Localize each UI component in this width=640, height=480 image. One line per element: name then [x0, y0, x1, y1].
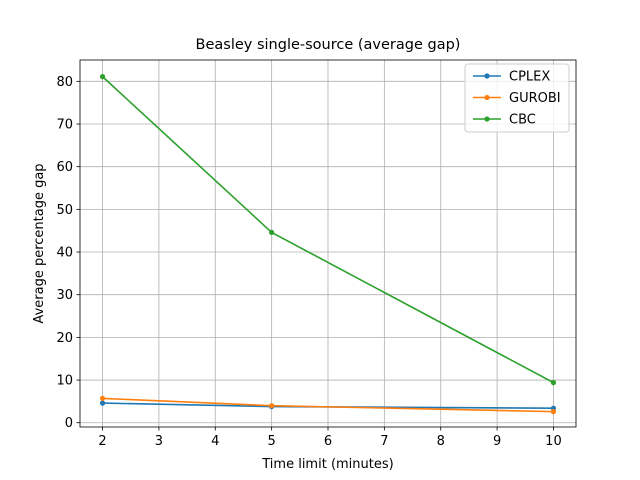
y-axis-label: Average percentage gap — [32, 163, 47, 323]
x-tick-label: 3 — [155, 434, 163, 449]
data-point — [269, 403, 275, 409]
y-tick-label: 70 — [56, 118, 73, 133]
data-point — [99, 395, 106, 402]
legend-box — [464, 63, 570, 133]
y-tick-label: 50 — [56, 203, 73, 218]
series-gurobi — [99, 395, 557, 415]
legend-marker — [484, 116, 490, 122]
legend: CPLEX GUROBI CBC — [464, 63, 570, 133]
y-tick-label: 10 — [56, 374, 73, 389]
x-tick-label: 4 — [211, 434, 219, 449]
legend-label: GUROBI — [509, 91, 561, 106]
y-tick-label: 60 — [56, 160, 73, 175]
data-point — [99, 74, 106, 80]
data-point — [550, 380, 557, 386]
x-tick-label: 7 — [380, 434, 388, 449]
series-group — [99, 74, 557, 415]
legend-marker — [484, 94, 490, 101]
legend-label: CBC — [509, 113, 536, 128]
ticks: 2 3 4 5 6 7 8 9 10 0 10 20 30 40 50 60 70 80 — [56, 75, 561, 449]
chart-title: Beasley single-source (average gap) — [196, 37, 461, 53]
x-tick-label: 5 — [267, 434, 275, 449]
x-tick-label: 10 — [545, 434, 562, 449]
y-tick-label: 80 — [56, 75, 73, 90]
legend-item-cplex: CPLEX — [473, 70, 550, 85]
series-cbc — [99, 74, 557, 386]
data-point — [550, 409, 557, 415]
x-tick-label: 8 — [437, 434, 445, 449]
x-axis-label: Time limit (minutes) — [261, 457, 393, 472]
legend-item-cbc: CBC — [473, 113, 536, 128]
x-tick-label: 6 — [324, 434, 332, 449]
data-point — [99, 400, 106, 406]
data-point — [269, 229, 275, 236]
legend-marker — [484, 73, 490, 79]
y-tick-label: 30 — [56, 288, 73, 303]
y-tick-label: 0 — [65, 416, 73, 431]
x-tick-label: 2 — [98, 434, 106, 449]
legend-item-gurobi: GUROBI — [473, 91, 561, 106]
legend-label: CPLEX — [509, 70, 550, 85]
x-tick-label: 9 — [493, 434, 501, 449]
y-tick-label: 20 — [56, 331, 73, 346]
y-tick-label: 40 — [56, 246, 73, 261]
